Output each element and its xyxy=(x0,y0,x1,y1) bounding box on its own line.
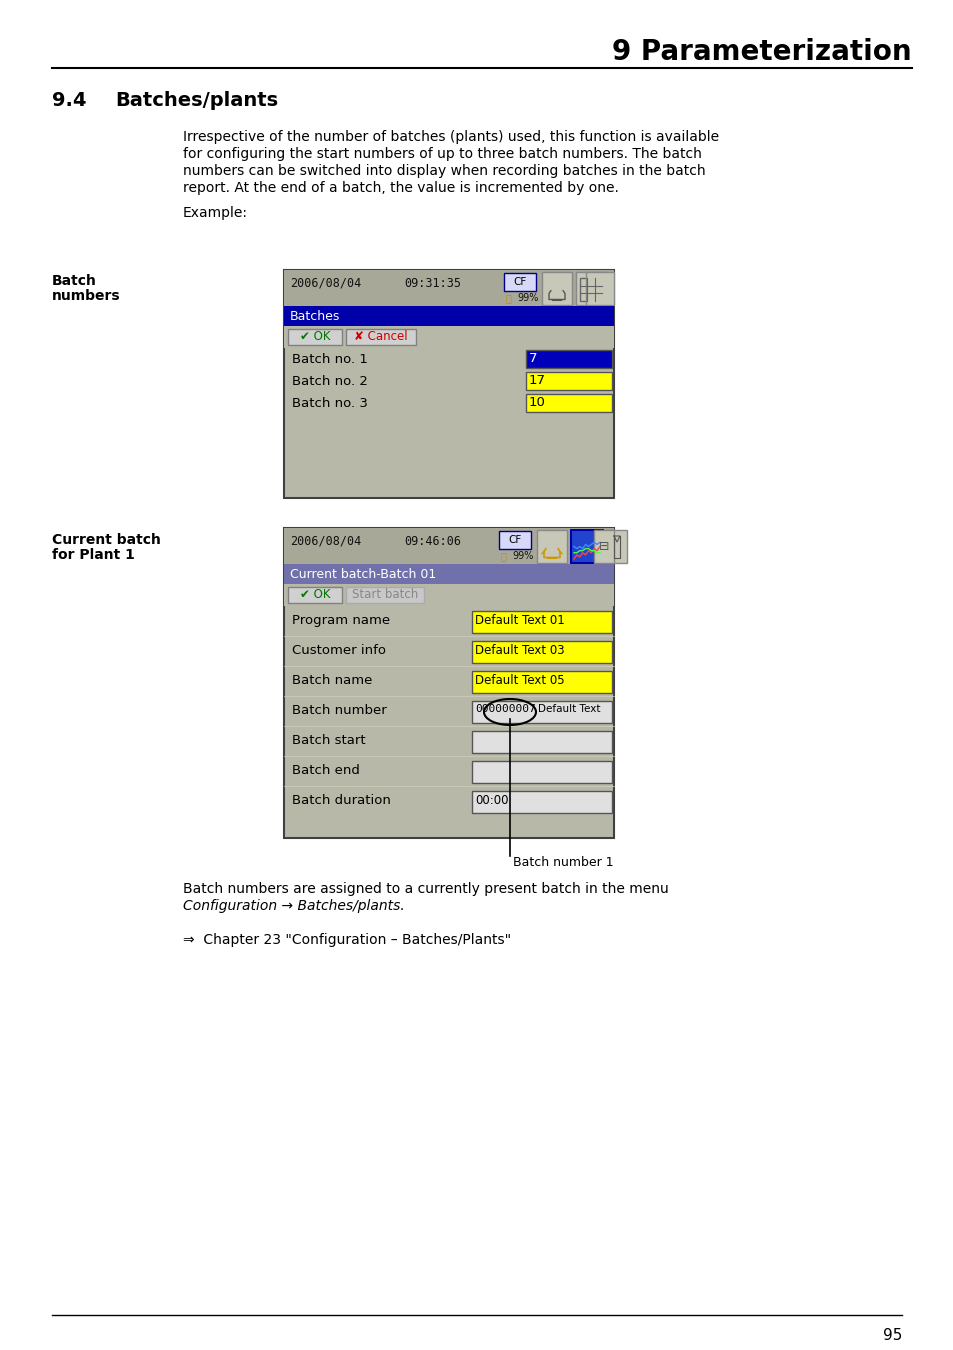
Text: Batch start: Batch start xyxy=(292,734,365,747)
Text: 9 Parameterization: 9 Parameterization xyxy=(612,38,911,66)
Bar xyxy=(472,730,612,753)
Text: 7: 7 xyxy=(529,352,537,365)
Text: numbers can be switched into display when recording batches in the batch: numbers can be switched into display whe… xyxy=(183,163,705,178)
Text: 99%: 99% xyxy=(512,551,533,562)
Text: Batches/plants: Batches/plants xyxy=(115,90,278,109)
Text: 10: 10 xyxy=(529,396,545,409)
Bar xyxy=(284,585,614,606)
Bar xyxy=(498,531,531,549)
Text: Batch duration: Batch duration xyxy=(292,794,391,807)
Text: Current batch: Current batch xyxy=(52,533,161,547)
Bar xyxy=(576,271,605,305)
Text: Irrespective of the number of batches (plants) used, this function is available: Irrespective of the number of batches (p… xyxy=(183,130,719,144)
Bar xyxy=(346,329,416,346)
Text: Batch no. 1: Batch no. 1 xyxy=(292,352,368,366)
Text: report. At the end of a batch, the value is incremented by one.: report. At the end of a batch, the value… xyxy=(183,181,618,194)
Bar xyxy=(288,329,341,346)
Text: for configuring the start numbers of up to three batch numbers. The batch: for configuring the start numbers of up … xyxy=(183,147,701,161)
Text: 09:31:35: 09:31:35 xyxy=(403,277,460,290)
Bar xyxy=(346,587,423,603)
Text: 95: 95 xyxy=(882,1327,901,1342)
Bar xyxy=(472,761,612,783)
Bar xyxy=(284,528,614,838)
Text: 2006/08/04: 2006/08/04 xyxy=(290,535,361,548)
Text: 🔒: 🔒 xyxy=(500,551,506,562)
Text: 000000007: 000000007 xyxy=(475,703,536,714)
Text: Customer info: Customer info xyxy=(292,644,386,657)
Text: Batch no. 2: Batch no. 2 xyxy=(292,375,368,387)
Bar xyxy=(472,612,612,633)
Bar xyxy=(585,271,614,305)
Bar xyxy=(284,325,614,348)
Text: Batch end: Batch end xyxy=(292,764,359,778)
Text: Batch name: Batch name xyxy=(292,674,372,687)
Bar xyxy=(472,671,612,693)
Text: Example:: Example: xyxy=(183,207,248,220)
Text: 17: 17 xyxy=(529,374,545,387)
Text: 9.4: 9.4 xyxy=(52,90,87,109)
Text: Batches: Batches xyxy=(290,310,340,323)
Text: Program name: Program name xyxy=(292,614,390,626)
Bar xyxy=(525,350,612,369)
Bar xyxy=(537,531,566,563)
Bar xyxy=(284,270,614,498)
Bar xyxy=(288,587,341,603)
Text: ⊟: ⊟ xyxy=(598,540,609,552)
Text: for Plant 1: for Plant 1 xyxy=(52,548,134,562)
Text: ⇒  Chapter 23 "Configuration – Batches/Plants": ⇒ Chapter 23 "Configuration – Batches/Pl… xyxy=(183,933,511,946)
Bar xyxy=(594,531,614,563)
Bar xyxy=(571,531,602,563)
Text: numbers: numbers xyxy=(52,289,120,302)
Text: Default Text 03: Default Text 03 xyxy=(475,644,564,657)
Text: Start batch: Start batch xyxy=(352,589,417,602)
Text: ✔ OK: ✔ OK xyxy=(299,589,330,602)
Text: 99%: 99% xyxy=(517,293,537,302)
Text: Default Text 05: Default Text 05 xyxy=(475,674,564,687)
Text: CF: CF xyxy=(513,277,526,288)
Text: Configuration → Batches/plants.: Configuration → Batches/plants. xyxy=(183,899,404,913)
Bar xyxy=(606,531,626,563)
Text: Default Text: Default Text xyxy=(537,703,599,714)
Bar xyxy=(525,373,612,390)
Text: ✘ Cancel: ✘ Cancel xyxy=(354,331,407,343)
Text: Batch number: Batch number xyxy=(292,703,386,717)
Text: ✔ OK: ✔ OK xyxy=(299,331,330,343)
Text: 09:46:06: 09:46:06 xyxy=(403,535,460,548)
Bar xyxy=(284,306,614,325)
Bar xyxy=(579,278,601,301)
Text: Batch numbers are assigned to a currently present batch in the menu: Batch numbers are assigned to a currentl… xyxy=(183,882,668,896)
Text: Current batch-Batch 01: Current batch-Batch 01 xyxy=(290,568,436,580)
Bar xyxy=(284,564,614,585)
Text: 2006/08/04: 2006/08/04 xyxy=(290,277,361,290)
Bar xyxy=(472,701,612,724)
Bar xyxy=(472,641,612,663)
Bar xyxy=(284,528,614,564)
Text: 00:00: 00:00 xyxy=(475,794,508,807)
Bar xyxy=(541,271,572,305)
Bar xyxy=(525,394,612,412)
Text: 🔒: 🔒 xyxy=(505,293,512,302)
Text: Batch: Batch xyxy=(52,274,97,288)
Text: Batch no. 3: Batch no. 3 xyxy=(292,397,368,410)
Text: CF: CF xyxy=(508,535,521,545)
Bar xyxy=(284,270,614,306)
Text: Batch number 1: Batch number 1 xyxy=(513,856,613,868)
Bar xyxy=(503,273,536,292)
Bar xyxy=(472,791,612,813)
Text: Default Text 01: Default Text 01 xyxy=(475,614,564,626)
